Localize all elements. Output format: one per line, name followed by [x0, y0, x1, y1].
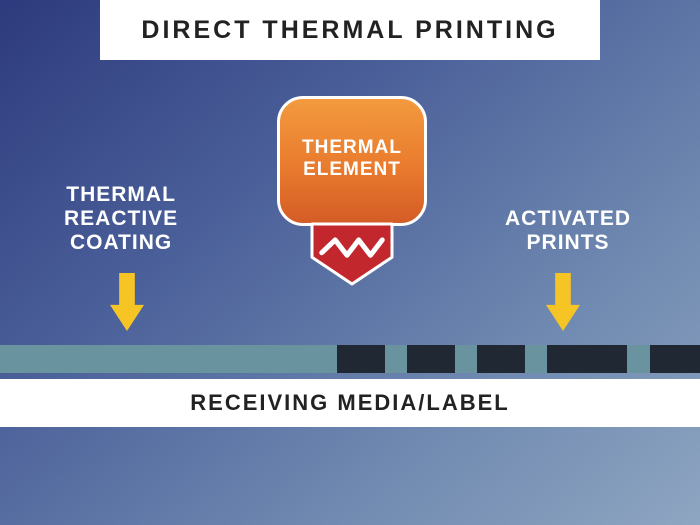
print-block: [337, 345, 385, 373]
print-block: [547, 345, 627, 373]
arrow-down-icon: [546, 273, 580, 331]
thermal-element-label: THERMALELEMENT: [277, 137, 427, 181]
print-block: [650, 345, 700, 373]
thermal-element-tip: [310, 222, 394, 286]
label-activated-prints: ACTIVATEDPRINTS: [505, 207, 631, 255]
arrow-down-icon: [110, 273, 144, 331]
diagram-canvas: DIRECT THERMAL PRINTING THERMALELEMENT T…: [0, 0, 700, 525]
print-block: [477, 345, 525, 373]
title-bar: DIRECT THERMAL PRINTING: [100, 0, 600, 60]
media-label: RECEIVING MEDIA/LABEL: [190, 390, 509, 416]
title-text: DIRECT THERMAL PRINTING: [141, 16, 558, 45]
media-strip: RECEIVING MEDIA/LABEL: [0, 379, 700, 427]
label-thermal-reactive-coating: THERMALREACTIVECOATING: [64, 183, 178, 255]
print-block: [407, 345, 455, 373]
